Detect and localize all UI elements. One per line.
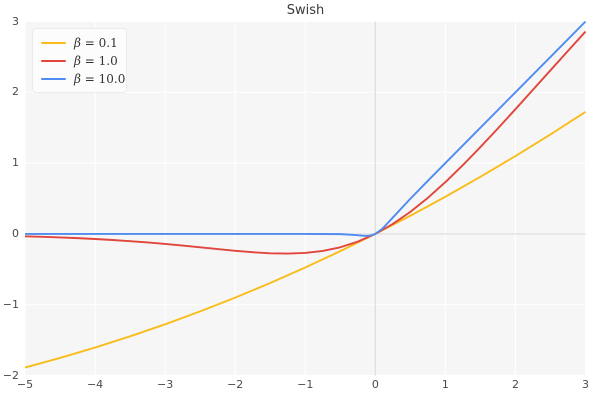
legend-line-sample (41, 78, 66, 80)
x-tick-label: −1 (297, 378, 314, 391)
y-tick-label: −2 (2, 368, 19, 382)
legend-line-sample (41, 42, 66, 44)
legend-item-beta-1.0: β = 1.0 (33, 52, 126, 70)
y-tick-label: 1 (12, 156, 19, 170)
x-tick-label: −4 (86, 378, 104, 391)
legend-line-sample (41, 60, 66, 62)
chart-title: Swish (286, 3, 325, 18)
legend: β = 0.1 β = 1.0 β = 10.0 (32, 28, 127, 93)
x-tick-label: −5 (16, 378, 34, 391)
x-tick-label: −3 (157, 378, 174, 391)
x-tick-label: −2 (227, 378, 244, 391)
legend-label: β = 0.1 (74, 36, 118, 50)
x-tick-label: 3 (582, 378, 589, 391)
y-tick-label: 3 (12, 14, 19, 28)
x-tick-label: 0 (371, 378, 379, 391)
legend-item-beta-10.0: β = 10.0 (33, 70, 126, 88)
legend-label: β = 1.0 (74, 54, 118, 68)
y-tick-label: 0 (12, 226, 19, 240)
x-tick-label: 1 (441, 378, 449, 391)
x-tick-label: 2 (511, 378, 519, 391)
legend-label: β = 10.0 (74, 72, 126, 86)
y-tick-label: 2 (12, 85, 19, 99)
legend-item-beta-0.1: β = 0.1 (33, 34, 126, 52)
y-tick-label: −1 (2, 297, 19, 311)
